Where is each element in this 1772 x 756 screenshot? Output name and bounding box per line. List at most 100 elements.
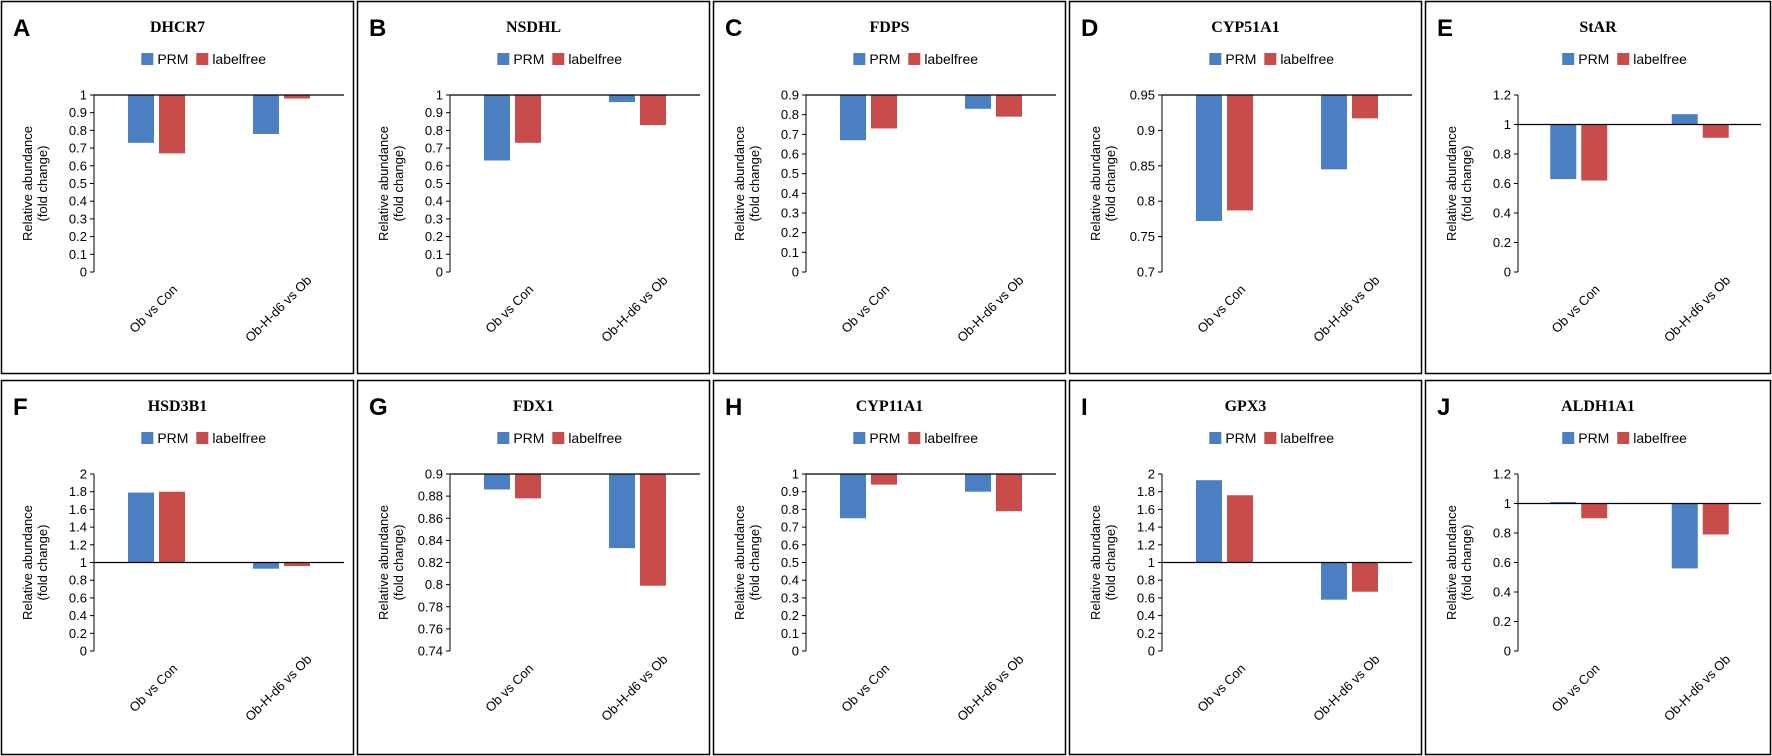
legend-swatch-labelfree <box>196 53 209 65</box>
y-tick-label: 0.95 <box>1130 88 1155 103</box>
bar-labelfree-ob-h-d6-vs-ob <box>284 95 310 99</box>
bar-prm-ob-vs-con <box>1196 95 1222 222</box>
y-axis-label-line1: Relative abundance <box>20 126 35 241</box>
bar-prm-ob-h-d6-vs-ob <box>1321 95 1347 170</box>
y-tick-label: 0 <box>792 265 799 280</box>
y-axis-label-line2: (fold change) <box>1103 525 1118 601</box>
panel-letter: A <box>13 15 30 42</box>
bar-labelfree-ob-h-d6-vs-ob <box>996 95 1022 117</box>
bar-prm-ob-vs-con <box>128 95 154 143</box>
y-tick-label: 0.6 <box>425 158 443 173</box>
bar-labelfree-ob-h-d6-vs-ob <box>640 95 666 126</box>
bar-labelfree-ob-h-d6-vs-ob <box>284 562 310 567</box>
legend-label-labelfree: labelfree <box>212 51 266 67</box>
y-tick-label: 0.6 <box>1493 555 1511 570</box>
chart-title: ALDH1A1 <box>1561 398 1635 415</box>
chart-title: CYP51A1 <box>1211 19 1279 36</box>
y-axis-label: Relative abundance(fold change) <box>20 126 50 241</box>
chart-title: DHCR7 <box>150 19 205 36</box>
bar-labelfree-ob-vs-con <box>159 95 185 154</box>
bar-labelfree-ob-vs-con <box>1227 95 1253 211</box>
y-axis-label: Relative abundance(fold change) <box>376 505 406 620</box>
y-tick-label: 0.7 <box>1137 265 1155 280</box>
y-tick-label: 2 <box>80 467 87 482</box>
y-tick-label: 0 <box>792 644 799 659</box>
bar-prm-ob-h-d6-vs-ob <box>609 474 635 549</box>
y-axis-label-line1: Relative abundance <box>376 505 391 620</box>
legend-label-prm: PRM <box>1225 51 1256 67</box>
y-tick-label: 0.1 <box>781 245 799 260</box>
y-axis-label-line2: (fold change) <box>391 525 406 601</box>
chart-title: NSDHL <box>506 19 561 36</box>
panel-i: I GPX3 PRM labelfree 0 0.2 0.4 0.6 0.8 1 1.2 1.4 1.6… <box>1068 379 1423 756</box>
panel-letter: G <box>369 394 388 421</box>
legend-label-labelfree: labelfree <box>1633 430 1687 446</box>
legend-label-labelfree: labelfree <box>1280 51 1334 67</box>
y-tick-label: 0.1 <box>781 626 799 641</box>
legend-swatch-labelfree <box>196 432 209 444</box>
y-tick-label: 0.7 <box>69 141 87 156</box>
y-tick-label: 0.9 <box>69 105 87 120</box>
y-tick-label: 0 <box>436 265 443 280</box>
y-axis-label-line2: (fold change) <box>1103 146 1118 222</box>
y-tick-label: 0.2 <box>781 608 799 623</box>
y-tick-label: 0.6 <box>1493 176 1511 191</box>
panel-letter: E <box>1437 15 1453 42</box>
y-tick-label: 0.9 <box>781 88 799 103</box>
y-tick-label: 0.7 <box>425 141 443 156</box>
y-tick-label: 0.9 <box>781 484 799 499</box>
y-tick-label: 0.6 <box>1137 590 1155 605</box>
y-axis-label: Relative abundance(fold change) <box>1088 505 1118 620</box>
y-axis-label: Relative abundance(fold change) <box>732 126 762 241</box>
y-tick-label: 0.7 <box>781 520 799 535</box>
y-tick-label: 0.8 <box>69 573 87 588</box>
chart-title: StAR <box>1579 19 1617 36</box>
legend-label-labelfree: labelfree <box>924 430 978 446</box>
y-axis-label-line1: Relative abundance <box>376 126 391 241</box>
y-tick-label: 0.84 <box>418 533 443 548</box>
y-tick-label: 0 <box>80 644 87 659</box>
legend-label-labelfree: labelfree <box>568 51 622 67</box>
panel-d: D CYP51A1 PRM labelfree 0.7 0.75 0.8 0.85 0.9 0.9… <box>1068 0 1423 375</box>
panel-frame <box>1424 379 1772 756</box>
y-tick-label: 1.2 <box>1493 88 1511 103</box>
y-tick-label: 0.3 <box>781 206 799 221</box>
y-axis-label-line1: Relative abundance <box>732 126 747 241</box>
legend-swatch-labelfree <box>1617 53 1630 65</box>
panel-j: J ALDH1A1 PRM labelfree 0 0.2 0.4 0.6 0.8 1 1.2 Rel… <box>1424 379 1772 756</box>
bar-labelfree-ob-vs-con <box>515 474 541 499</box>
y-axis-label-line1: Relative abundance <box>1444 505 1459 620</box>
y-axis-label: Relative abundance(fold change) <box>732 505 762 620</box>
panel-c: C FDPS PRM labelfree 0 0.1 0.2 0.3 0.4 0.5 0.6 0.7 0… <box>712 0 1067 375</box>
y-tick-label: 0.4 <box>1493 585 1511 600</box>
bar-labelfree-ob-vs-con <box>871 474 897 485</box>
bar-prm-ob-h-d6-vs-ob <box>1671 114 1698 125</box>
legend-swatch-prm <box>853 53 866 65</box>
legend-swatch-labelfree <box>1617 432 1630 444</box>
panel-letter: I <box>1081 394 1088 421</box>
y-tick-label: 1.2 <box>69 537 87 552</box>
y-tick-label: 0.8 <box>1137 573 1155 588</box>
y-tick-label: 0.8 <box>69 123 87 138</box>
y-tick-label: 0.85 <box>1130 158 1155 173</box>
legend-swatch-prm <box>1209 53 1222 65</box>
y-tick-label: 0.5 <box>425 176 443 191</box>
y-tick-label: 0.2 <box>69 229 87 244</box>
y-tick-label: 1.4 <box>69 520 87 535</box>
y-tick-label: 0.2 <box>69 626 87 641</box>
y-axis-label-line2: (fold change) <box>391 146 406 222</box>
panel-letter: J <box>1437 394 1450 421</box>
y-tick-label: 1.2 <box>1137 537 1155 552</box>
legend-swatch-prm <box>141 432 154 444</box>
legend-label-prm: PRM <box>869 51 900 67</box>
legend-swatch-prm <box>853 432 866 444</box>
bar-labelfree-ob-vs-con <box>515 95 541 143</box>
y-tick-label: 0.82 <box>418 555 443 570</box>
bar-prm-ob-h-d6-vs-ob <box>965 474 991 492</box>
bar-labelfree-ob-vs-con <box>1581 503 1608 519</box>
bar-prm-ob-vs-con <box>1550 124 1577 180</box>
panel-h: H CYP11A1 PRM labelfree 0 0.1 0.2 0.3 0.4 0.5 0.6 0… <box>712 379 1067 756</box>
y-axis-label-line2: (fold change) <box>747 525 762 601</box>
y-axis-label-line2: (fold change) <box>1459 146 1474 222</box>
